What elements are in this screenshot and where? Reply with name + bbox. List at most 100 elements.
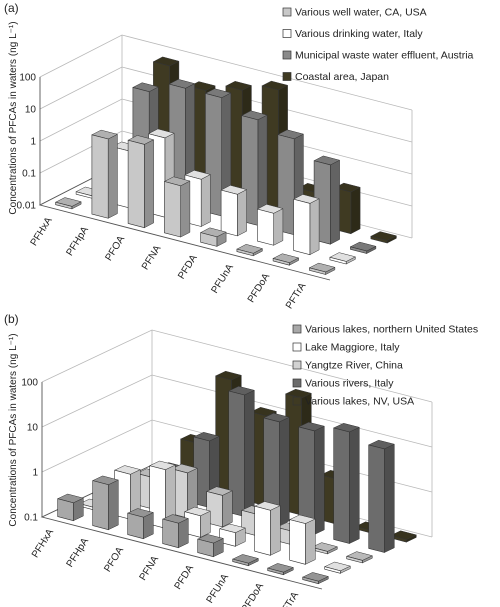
bar-front [346, 555, 363, 564]
legend-label: Municipal waste water effluent, Austria [295, 50, 474, 62]
chart-panel: 0.01 0.1 1 10 100 PFHxA PFHpA PFOA PFNA PFDA PFUnA… [4, 1, 474, 311]
x-tick-label: PFNA [140, 243, 164, 272]
bar [218, 523, 247, 547]
bar [323, 561, 352, 574]
legend-item: Various lakes, northern United States [292, 324, 478, 336]
bar [91, 475, 120, 531]
legend-swatch [292, 342, 302, 352]
x-tick-label: PFHxA [30, 527, 56, 560]
x-tick-label: PFTrA [284, 281, 309, 311]
legend-label: Various drinking water, Italy [295, 28, 423, 40]
y-tick-label: 1 [32, 468, 38, 479]
bar [161, 514, 190, 549]
x-tick-label: PFDA [173, 563, 197, 592]
legend-label: Lake Maggiore, Italy [305, 342, 400, 354]
x-tick-label: PFDoA [246, 271, 273, 304]
legend-item: Various rivers, Italy [292, 378, 394, 390]
bar-front [324, 566, 341, 574]
legend-label: Various well water, CA, USA [295, 7, 427, 19]
bar-front [289, 519, 306, 565]
legend-item: Various drinking water, Italy [282, 28, 423, 40]
y-axis-label: Concentrations of PFCAs in waters (ng L⁻… [8, 21, 19, 214]
bar-front [272, 258, 290, 266]
bar-front [370, 235, 388, 244]
bar-side [108, 479, 119, 531]
y-tick-label: 10 [27, 423, 39, 434]
bar-front [254, 505, 271, 556]
bar [148, 460, 177, 529]
legend-label: Coastal area, Japan [295, 71, 389, 83]
legend-swatch [282, 50, 292, 60]
x-tick-label: PFTrA [277, 590, 302, 607]
y-axis-label: Concentrations of PFCAs in waters (ng L⁻… [8, 333, 19, 526]
bar [170, 463, 199, 519]
bar [126, 508, 155, 540]
bar-front [127, 512, 144, 540]
bar [91, 129, 119, 219]
x-tick-label: PFUnA [209, 262, 236, 295]
bar [54, 197, 82, 210]
panel-label: (a) [4, 1, 19, 15]
bar-side [330, 159, 340, 245]
bar-front [350, 246, 368, 254]
bar [127, 135, 155, 229]
y-tick-label: 100 [21, 378, 38, 389]
bar-front [92, 480, 109, 531]
bar [205, 486, 234, 528]
x-tick-label: PFOA [103, 234, 127, 263]
legend-label: Various rivers, Italy [305, 378, 394, 390]
legend-swatch [282, 7, 292, 17]
bar [349, 241, 377, 254]
bar-front [267, 567, 284, 576]
x-tick-label: PFOA [102, 545, 126, 574]
bar [196, 534, 225, 558]
x-tick-label: PFNA [138, 554, 162, 583]
bar-side [144, 139, 154, 229]
bar-side [350, 186, 361, 235]
bar-front [293, 198, 311, 256]
bar [345, 551, 374, 564]
legend-item: Coastal area, Japan [282, 71, 389, 83]
legend-swatch [282, 29, 292, 38]
bar-front [236, 248, 254, 257]
bar-front [193, 436, 210, 508]
bar [367, 439, 396, 553]
x-tick-label: PFHpA [64, 225, 91, 258]
bar-side [273, 208, 284, 246]
bar [113, 465, 142, 520]
bar [227, 386, 256, 517]
bar-side [180, 180, 191, 238]
bar-side [309, 198, 320, 256]
bar-front [91, 134, 109, 219]
bar-side [349, 426, 360, 544]
bar [272, 253, 300, 266]
bar-front [309, 267, 327, 275]
bar-front [257, 208, 275, 246]
bar-front [127, 139, 145, 229]
y-tick-label: 0.1 [24, 513, 38, 524]
bar-side [314, 425, 325, 535]
legend-swatch [292, 396, 302, 406]
bar-front [220, 189, 238, 237]
bar-front [206, 491, 223, 528]
bar [266, 563, 295, 576]
x-tick-label: PFHpA [65, 536, 92, 569]
bar-front [200, 232, 218, 247]
bar [301, 572, 330, 585]
y-tick-label: 1 [30, 137, 36, 148]
legend-swatch [292, 324, 302, 334]
bar [231, 554, 260, 567]
bar [163, 176, 191, 238]
bar-side [107, 133, 118, 219]
bar-front [57, 498, 74, 522]
bar-front [232, 558, 249, 567]
bar-front [197, 538, 214, 558]
legend-swatch [292, 378, 302, 388]
bar-front [329, 256, 347, 265]
legend-label: Various lakes, northern United States [305, 324, 478, 336]
bar-front [219, 528, 236, 547]
bar-side [384, 443, 395, 553]
bar [199, 227, 227, 247]
bar-side [237, 189, 247, 237]
